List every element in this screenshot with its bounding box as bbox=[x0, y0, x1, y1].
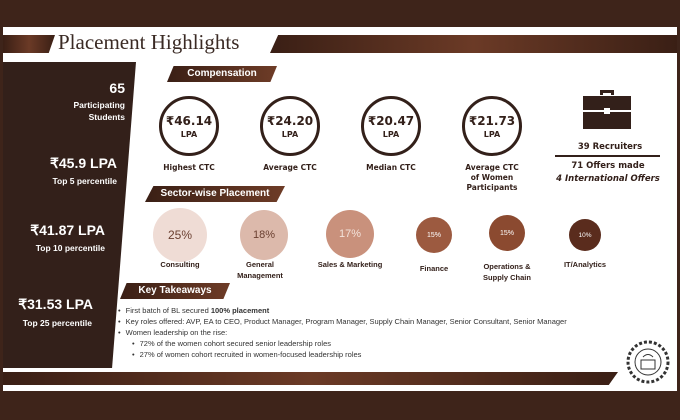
ctc-label: Average CTC bbox=[263, 163, 317, 172]
sector-pct: 10% bbox=[578, 231, 592, 239]
sector-pct: 15% bbox=[499, 229, 514, 237]
students-label: Students bbox=[88, 112, 125, 122]
sector-label: IT/Analytics bbox=[563, 260, 607, 269]
ctc-unit: LPA bbox=[180, 129, 198, 139]
sector-pct: 15% bbox=[426, 231, 441, 239]
students-count: 65 bbox=[109, 80, 125, 96]
takeaways-heading: Key Takeaways bbox=[120, 283, 230, 299]
ctc-circle: ₹24.20 LPA bbox=[260, 96, 320, 156]
sector-pct: 25% bbox=[167, 228, 193, 242]
sector-label: Consulting bbox=[160, 260, 200, 269]
takeaway-text: First batch of BL secured bbox=[125, 306, 211, 315]
stat-label: Top 25 percentile bbox=[22, 318, 92, 328]
institute-seal-logo bbox=[626, 340, 670, 384]
takeaway-subitem: 72% of the women cohort secured senior l… bbox=[132, 338, 567, 349]
stat-label: Top 10 percentile bbox=[35, 243, 105, 253]
ctc-label: Highest CTC bbox=[163, 163, 215, 172]
ctc-unit: LPA bbox=[382, 129, 400, 139]
sector-circle: 15% bbox=[416, 217, 452, 253]
stat-label: Top 5 percentile bbox=[52, 176, 117, 186]
ctc-circle: ₹21.73 LPA bbox=[462, 96, 522, 156]
ctc-label: Median CTC bbox=[366, 163, 416, 172]
offers-count: 71 Offers made bbox=[571, 161, 645, 171]
ctc-circle: ₹46.14 LPA bbox=[159, 96, 219, 156]
stat-value: ₹41.87 LPA bbox=[30, 222, 105, 238]
compensation-heading: Compensation bbox=[167, 66, 277, 82]
takeaway-item: Women leadership on the rise: bbox=[118, 327, 567, 338]
sector-label: Sales & Marketing bbox=[317, 260, 383, 269]
takeaways-list: First batch of BL secured 100% placement… bbox=[118, 305, 567, 360]
divider bbox=[555, 155, 660, 157]
title-bar-left bbox=[3, 35, 55, 53]
sector-circle: 15% bbox=[489, 215, 525, 251]
international-offers: 4 International Offers bbox=[556, 174, 660, 184]
stat-value: ₹31.53 LPA bbox=[18, 296, 93, 312]
left-stats-panel bbox=[3, 62, 136, 368]
sector-pct: 18% bbox=[252, 229, 276, 241]
ctc-value: ₹20.47 bbox=[367, 113, 415, 128]
takeaway-subitem: 27% of women cohort recruited in women-f… bbox=[132, 349, 567, 360]
footer-bar bbox=[3, 372, 618, 385]
sector-pct: 17% bbox=[338, 228, 362, 240]
sector-circle: 25% bbox=[153, 208, 207, 262]
sector-heading: Sector-wise Placement bbox=[145, 186, 285, 202]
ctc-unit: LPA bbox=[483, 129, 501, 139]
sector-label: Operations & Supply Chain bbox=[483, 262, 531, 282]
takeaway-bold: 100% placement bbox=[210, 306, 270, 315]
page-title: Placement Highlights bbox=[58, 30, 240, 54]
title-bar-right bbox=[270, 35, 677, 53]
takeaway-item: First batch of BL secured 100% placement bbox=[118, 305, 567, 316]
ctc-circle: ₹20.47 LPA bbox=[361, 96, 421, 156]
ctc-unit: LPA bbox=[281, 129, 299, 139]
briefcase-icon bbox=[583, 90, 631, 129]
sector-circle: 18% bbox=[240, 210, 288, 260]
sector-circle: 10% bbox=[569, 219, 601, 251]
ctc-value: ₹46.14 bbox=[165, 113, 213, 128]
ctc-label: Average CTC of Women Participants bbox=[465, 163, 519, 192]
recruiters-count: 39 Recruiters bbox=[577, 142, 643, 152]
takeaway-item: Key roles offered: AVP, EA to CEO, Produ… bbox=[118, 316, 567, 327]
students-label: Participating bbox=[73, 100, 125, 110]
ctc-value: ₹21.73 bbox=[468, 113, 516, 128]
sector-label: Finance bbox=[419, 264, 449, 273]
ctc-value: ₹24.20 bbox=[266, 113, 314, 128]
sector-label: General Management bbox=[237, 260, 283, 280]
sector-circle: 17% bbox=[326, 210, 374, 258]
stat-value: ₹45.9 LPA bbox=[49, 155, 117, 171]
